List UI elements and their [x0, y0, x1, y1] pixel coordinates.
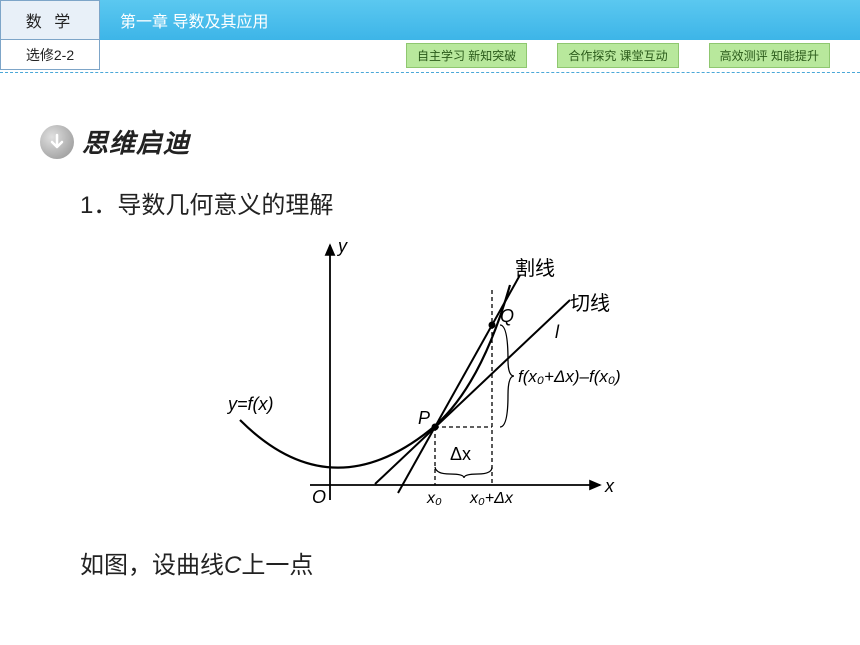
nav-btn-coop[interactable]: 合作探究 课堂互动 — [557, 43, 678, 68]
divider — [0, 72, 860, 73]
x-axis-label: x — [604, 476, 615, 496]
content-line-1: 1．导数几何意义的理解 — [80, 185, 860, 220]
curve-label: y=f(x) — [226, 394, 274, 414]
tangent-line-name: l — [555, 322, 560, 342]
elective-box: 选修2-2 — [0, 40, 100, 70]
down-arrow-icon — [40, 125, 74, 159]
tangent-label: 切线 — [570, 292, 610, 315]
chapter-title: 第一章 导数及其应用 — [100, 0, 860, 40]
secant-label: 割线 — [515, 257, 555, 280]
nav-btn-study[interactable]: 自主学习 新知突破 — [406, 43, 527, 68]
nav-buttons: 自主学习 新知突破 合作探究 课堂互动 高效测评 知能提升 — [100, 40, 860, 70]
diagram: y x O y=f(x) P Q 割线 l 切线 Δx f(x₀+Δx)–f(x… — [0, 230, 860, 530]
x0-label: x₀ — [426, 490, 442, 507]
content-line-2: 如图，设曲线C上一点 — [80, 545, 860, 580]
origin-label: O — [312, 487, 326, 507]
nav-btn-test[interactable]: 高效测评 知能提升 — [709, 43, 830, 68]
subject-box: 数 学 — [0, 0, 100, 40]
x0dx-label: x₀+Δx — [469, 490, 514, 507]
section-header: 思维启迪 — [40, 123, 860, 160]
y-axis-label: y — [336, 236, 348, 256]
section-title: 思维启迪 — [82, 123, 190, 160]
point-p: P — [418, 408, 430, 428]
dx-label: Δx — [450, 444, 471, 464]
dy-label: f(x₀+Δx)–f(x₀) — [518, 367, 621, 386]
